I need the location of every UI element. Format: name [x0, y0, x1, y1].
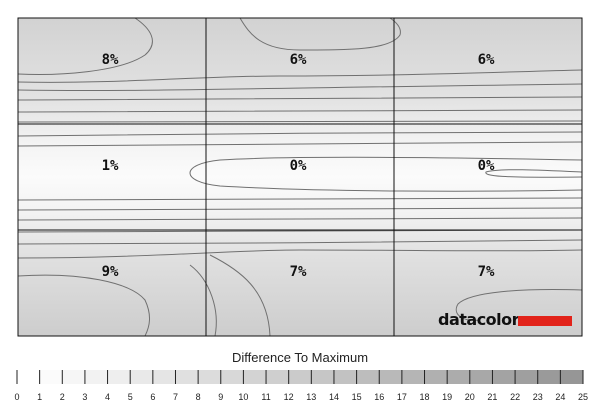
scale-tick-label: 8 [196, 392, 201, 402]
scale-segment [424, 370, 448, 384]
scale-tick-label: 12 [284, 392, 294, 402]
contour-line [455, 289, 583, 321]
scale-segment [17, 370, 41, 384]
zone-label: 6% [478, 52, 495, 68]
scale-tick-label: 11 [261, 392, 270, 402]
scale-tick-label: 6 [150, 392, 155, 402]
scale-segment [84, 370, 109, 384]
contour-line [17, 249, 583, 259]
scale-segment [537, 370, 561, 384]
zone-label: 7% [478, 264, 495, 280]
zone-label: 1% [102, 158, 119, 174]
scale-segment [401, 370, 426, 384]
scale-tick-label: 5 [128, 392, 133, 402]
scale-segment [107, 370, 131, 384]
scale-tick-label: 4 [105, 392, 110, 402]
scale-tick-label: 10 [238, 392, 248, 402]
scale-tick-label: 25 [578, 392, 588, 402]
brand-wordmark: datacolor [438, 310, 520, 329]
contour-line [239, 17, 401, 51]
scale-tick-label: 18 [420, 392, 430, 402]
brand-red-bar [518, 316, 572, 326]
zone-label: 9% [102, 264, 119, 280]
heatmap-area: 8% 6% 6% 1% 0% 0% 9% 7% 7% datacolor [17, 17, 583, 337]
contour-line [17, 197, 583, 201]
zone-label: 6% [290, 52, 307, 68]
scale-bar [16, 370, 584, 384]
scale-tick-label: 21 [487, 392, 497, 402]
contour-line [485, 169, 583, 178]
scale-tick-label: 24 [555, 392, 565, 402]
scale-title: Difference To Maximum [232, 350, 368, 365]
scale-segment [175, 370, 199, 384]
scale-segment [469, 370, 493, 384]
zone-label: 8% [102, 52, 119, 68]
contour-line [17, 239, 583, 245]
scale-tick-label: 3 [82, 392, 87, 402]
scale-tick-label: 1 [37, 392, 42, 402]
contour-line [189, 156, 583, 192]
scale-segment [220, 370, 244, 384]
contour-line [17, 207, 583, 211]
contour-line [17, 83, 583, 92]
scale-segment [560, 370, 584, 384]
zone-label: 7% [290, 264, 307, 280]
contour-line [189, 264, 217, 337]
scale-segment [311, 370, 335, 384]
contour-line [17, 274, 150, 337]
scale-tick-label: 16 [374, 392, 384, 402]
scale-segment [356, 370, 380, 384]
contour-lines [17, 17, 583, 337]
scale-segment [130, 370, 154, 384]
scale-segment [62, 370, 86, 384]
contour-line [17, 96, 583, 101]
scale-tick-label: 15 [352, 392, 362, 402]
scale-tick-label: 2 [60, 392, 65, 402]
scale-tick-label: 14 [329, 392, 339, 402]
contour-line [17, 131, 583, 137]
scale-tick-label: 19 [442, 392, 452, 402]
scale-tick-label: 22 [510, 392, 520, 402]
scale-tick-label: 20 [465, 392, 475, 402]
scale-tick-label: 9 [218, 392, 223, 402]
scale-segment [492, 370, 516, 384]
scale-segment [379, 370, 403, 384]
zone-labels: 8% 6% 6% 1% 0% 0% 9% 7% 7% [102, 52, 495, 280]
scale-tick-label: 7 [173, 392, 178, 402]
zone-label: 0% [478, 158, 495, 174]
scale-segment [288, 370, 312, 384]
grid-lines [17, 17, 583, 337]
datacolor-logo: datacolor [438, 310, 572, 329]
scale-tick-label: 0 [14, 392, 19, 402]
contour-line [17, 109, 583, 113]
scale-tick-label: 23 [533, 392, 543, 402]
contour-line [17, 217, 583, 221]
scale-segment [243, 370, 267, 384]
chart-border [17, 17, 583, 337]
contour-line [17, 17, 153, 75]
scale-segment [333, 370, 358, 384]
scale-tick-label: 17 [397, 392, 407, 402]
scale-segment [39, 370, 63, 384]
scale-tick-labels: 0 1 2 3 4 5 6 7 8 9 10 11 12 13 14 15 16 17 18 19 20 21 22 23 24… [14, 392, 588, 402]
scale-segment [447, 370, 471, 384]
scale-segment [515, 370, 539, 384]
contour-line [17, 120, 583, 123]
scale-segment [152, 370, 176, 384]
zone-label: 0% [290, 158, 307, 174]
scale-segment [266, 370, 290, 384]
scale-segment [198, 370, 222, 384]
contour-line [209, 254, 271, 337]
scale-tick-label: 13 [306, 392, 316, 402]
contour-line [17, 69, 583, 83]
